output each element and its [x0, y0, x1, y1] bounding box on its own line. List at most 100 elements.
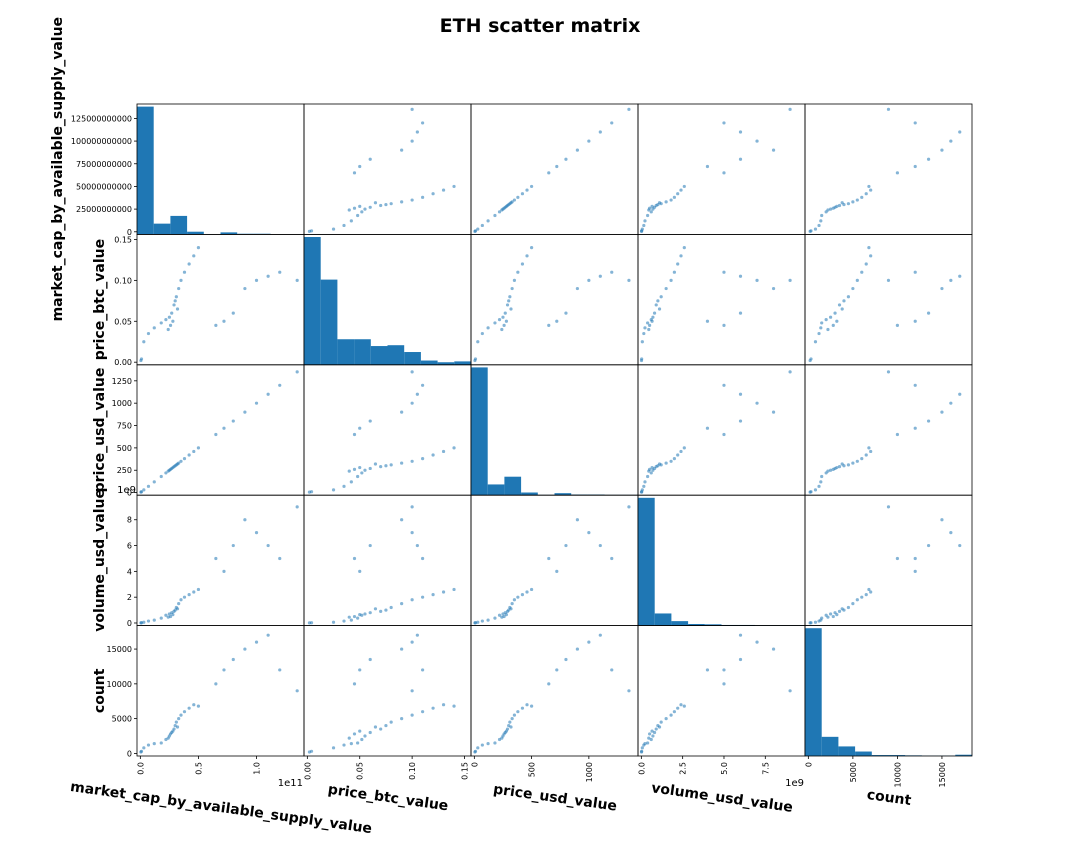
scatter-point-price_btc_value-vs-price_usd_value-3: [493, 321, 497, 325]
scatter-point-price_btc_value-vs-count-1: [817, 331, 821, 336]
scatter-point-price_btc_value-vs-volume_usd_value-25: [738, 274, 743, 278]
scatter-point-count-vs-market_cap_by_available_supply_value-8: [173, 723, 177, 728]
scatter-point-volume_usd_value-vs-count-20: [895, 556, 900, 561]
scatter-point-price_usd_value-vs-count-27: [886, 370, 891, 374]
scatter-point-price_usd_value-vs-count-14: [869, 449, 873, 454]
scatter-point-volume_usd_value-vs-count-9: [846, 605, 851, 610]
matrix-cell-market_cap_by_available_supply_value-vs-price_usd_value: [470, 103, 639, 235]
scatter-point-count-vs-price_btc_value-25: [415, 633, 419, 637]
scatter-point-price_btc_value-vs-market_cap_by_available_supply_value-18: [175, 307, 180, 311]
scatter-point-price_btc_value-vs-market_cap_by_available_supply_value-7: [172, 303, 176, 307]
matrix-cell-volume_usd_value-vs-volume_usd_value: [637, 494, 806, 627]
scatter-point-market_cap_by_available_supply_value-vs-volume_usd_value-22: [738, 157, 743, 161]
scatter-point-price_usd_value-vs-market_cap_by_available_supply_value-17: [171, 465, 175, 470]
y-tick-label-volume_usd_value: 0: [127, 619, 132, 628]
histogram-bar-price_btc_value-4: [370, 346, 388, 365]
histogram-bar-price_btc_value-1: [320, 279, 338, 365]
scatter-point-count-vs-price_usd_value-21: [555, 668, 559, 672]
scatter-point-volume_usd_value-vs-price_btc_value-29: [307, 621, 312, 625]
scatter-point-volume_usd_value-vs-price_btc_value-15: [452, 587, 456, 592]
scatter-point-price_btc_value-vs-price_usd_value-8: [507, 299, 511, 303]
scatter-point-volume_usd_value-vs-price_usd_value-10: [510, 602, 514, 606]
scatter-point-volume_usd_value-vs-count-19: [826, 615, 830, 619]
scatter-point-count-vs-market_cap_by_available_supply_value-12: [182, 710, 187, 714]
scatter-point-volume_usd_value-vs-price_usd_value-11: [512, 598, 517, 602]
cell-frame: [804, 364, 973, 496]
scatter-point-market_cap_by_available_supply_value-vs-count-2: [819, 219, 823, 223]
scatter-point-price_btc_value-vs-count-8: [842, 299, 846, 303]
scatter-point-price_btc_value-vs-volume_usd_value-20: [722, 323, 726, 327]
scatter-point-market_cap_by_available_supply_value-vs-volume_usd_value-10: [664, 200, 668, 204]
scatter-point-price_usd_value-vs-market_cap_by_available_supply_value-25: [266, 392, 270, 396]
scatter-point-price_usd_value-vs-count-9: [846, 463, 851, 467]
scatter-point-price_btc_value-vs-count-16: [831, 323, 835, 327]
scatter-point-price_usd_value-vs-market_cap_by_available_supply_value-15: [196, 446, 201, 450]
scatter-point-count-vs-price_btc_value-15: [452, 704, 456, 708]
scatter-point-price_btc_value-vs-volume_usd_value-26: [722, 270, 726, 274]
scatter-point-price_btc_value-vs-price_usd_value-5: [501, 315, 505, 319]
scatter-point-market_cap_by_available_supply_value-vs-count-24: [949, 139, 953, 143]
scatter-point-market_cap_by_available_supply_value-vs-price_usd_value-14: [525, 188, 529, 192]
scatter-point-price_usd_value-vs-count-21: [913, 426, 917, 430]
scatter-point-price_usd_value-vs-count-12: [860, 457, 864, 461]
scatter-point-market_cap_by_available_supply_value-vs-price_usd_value-3: [493, 213, 497, 218]
scatter-point-price_usd_value-vs-count-11: [855, 459, 859, 463]
scatter-point-market_cap_by_available_supply_value-vs-count-12: [860, 195, 864, 199]
scatter-point-market_cap_by_available_supply_value-vs-price_btc_value-17: [358, 204, 362, 208]
scatter-point-count-vs-price_usd_value-11: [512, 713, 517, 717]
scatter-point-count-vs-price_usd_value-8: [507, 723, 511, 728]
scatter-point-market_cap_by_available_supply_value-vs-count-13: [864, 192, 868, 196]
y-tick-label-volume_usd_value: 2: [127, 593, 132, 602]
scatter-point-volume_usd_value-vs-count-10: [851, 602, 855, 606]
scatter-point-market_cap_by_available_supply_value-vs-count-27: [886, 107, 891, 111]
scatter-point-volume_usd_value-vs-count-22: [926, 543, 931, 548]
scatter-point-price_btc_value-vs-market_cap_by_available_supply_value-11: [179, 278, 183, 282]
scatter-point-market_cap_by_available_supply_value-vs-price_usd_value-18: [509, 201, 513, 205]
x-tick-label-price_btc_value: 0.00: [303, 762, 312, 780]
scatter-point-price_btc_value-vs-count-13: [864, 262, 868, 266]
scatter-point-price_btc_value-vs-count-20: [895, 323, 900, 327]
scatter-point-volume_usd_value-vs-price_usd_value-25: [598, 543, 602, 548]
scatter-point-price_btc_value-vs-volume_usd_value-9: [659, 295, 663, 299]
scatter-point-price_usd_value-vs-count-7: [837, 465, 842, 469]
scatter-point-market_cap_by_available_supply_value-vs-volume_usd_value-20: [722, 171, 726, 175]
scatter-point-price_btc_value-vs-volume_usd_value-12: [672, 270, 676, 274]
scatter-point-price_btc_value-vs-volume_usd_value-11: [669, 278, 673, 282]
y-tick-label-market_cap_by_available_supply_value: 25000000000: [76, 205, 132, 214]
scatter-point-market_cap_by_available_supply_value-vs-volume_usd_value-27: [788, 107, 792, 111]
scatter-point-price_btc_value-vs-volume_usd_value-15: [682, 246, 686, 250]
scatter-point-volume_usd_value-vs-count-29: [808, 621, 812, 625]
scatter-point-price_btc_value-vs-volume_usd_value-13: [676, 262, 680, 266]
scatter-point-price_btc_value-vs-market_cap_by_available_supply_value-8: [173, 299, 177, 303]
scatter-point-price_usd_value-vs-price_btc_value-20: [352, 432, 357, 437]
scatter-point-volume_usd_value-vs-price_btc_value-22: [368, 543, 372, 548]
cell-frame: [470, 625, 639, 757]
y-tick-label-count: 0: [127, 749, 132, 758]
scatter-point-market_cap_by_available_supply_value-vs-volume_usd_value-12: [672, 195, 676, 199]
scatter-point-price_usd_value-vs-count-0: [813, 488, 818, 492]
scatter-point-count-vs-market_cap_by_available_supply_value-22: [231, 657, 235, 662]
scatter-point-volume_usd_value-vs-price_usd_value-12: [516, 595, 520, 599]
scatter-point-market_cap_by_available_supply_value-vs-price_usd_value-23: [575, 148, 580, 152]
scatter-point-count-vs-volume_usd_value-25: [738, 633, 743, 637]
scatter-point-price_usd_value-vs-price_btc_value-16: [352, 467, 357, 471]
x-tick-label-volume_usd_value: 7.5: [761, 762, 770, 775]
scatter-point-price_usd_value-vs-price_btc_value-22: [368, 419, 372, 423]
scatter-point-volume_usd_value-vs-count-18: [840, 607, 844, 611]
scatter-point-price_btc_value-vs-count-27: [886, 278, 891, 282]
scatter-point-volume_usd_value-vs-price_btc_value-12: [421, 595, 425, 599]
scatter-point-price_usd_value-vs-market_cap_by_available_supply_value-22: [231, 419, 235, 423]
scatter-point-price_btc_value-vs-count-23: [940, 286, 944, 291]
y-tick-label-price_usd_value: 250: [117, 466, 132, 475]
scatter-point-market_cap_by_available_supply_value-vs-count-0: [813, 227, 818, 231]
scatter-point-count-vs-volume_usd_value-15: [682, 704, 686, 708]
cell-frame: [136, 233, 305, 366]
matrix-cell-market_cap_by_available_supply_value-vs-market_cap_by_available_supply_value: [136, 103, 305, 235]
scatter-point-count-vs-price_btc_value-13: [431, 706, 435, 710]
scatter-point-price_usd_value-vs-market_cap_by_available_supply_value-1: [146, 484, 151, 488]
scatter-point-volume_usd_value-vs-price_btc_value-8: [384, 608, 388, 612]
scatter-point-price_btc_value-vs-count-6: [833, 311, 837, 315]
scatter-point-volume_usd_value-vs-market_cap_by_available_supply_value-4: [164, 613, 168, 617]
scatter-point-market_cap_by_available_supply_value-vs-price_usd_value-24: [587, 139, 591, 143]
scatter-point-volume_usd_value-vs-market_cap_by_available_supply_value-2: [152, 618, 156, 622]
